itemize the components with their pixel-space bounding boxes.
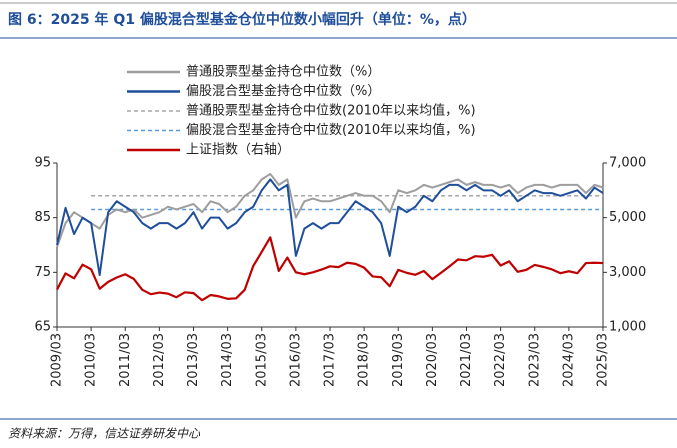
x-tick-label: 2025/03 <box>596 333 611 387</box>
x-tick-label: 2013/03 <box>186 333 201 387</box>
y2-tick-label: 5,000 <box>609 210 646 225</box>
series-line <box>56 178 604 277</box>
x-tick-label: 2024/03 <box>561 333 576 387</box>
legend-label: 普通股票型基金持仓中位数（%） <box>186 64 380 80</box>
series-line <box>56 236 604 302</box>
x-tick-label: 2016/03 <box>288 333 303 387</box>
x-tick-label: 2012/03 <box>152 333 167 387</box>
x-tick-label: 2019/03 <box>391 333 406 387</box>
x-tick-label: 2009/03 <box>50 333 65 387</box>
source: 资料来源：万得，信达证券研发中心 <box>8 427 201 441</box>
y-tick-label: 75 <box>34 265 51 280</box>
y2-tick-label: 3,000 <box>609 265 646 280</box>
legend-label: 上证指数（右轴） <box>186 143 290 158</box>
x-tick-label: 2022/03 <box>493 333 508 387</box>
x-tick-label: 2010/03 <box>84 333 99 387</box>
legend-box <box>122 62 582 162</box>
legend-label: 偏股混合型基金持仓中位数（%） <box>186 83 380 99</box>
x-tick-label: 2020/03 <box>425 333 440 387</box>
x-tick-label: 2014/03 <box>220 333 235 387</box>
x-tick-label: 2021/03 <box>459 333 474 387</box>
x-tick-label: 2023/03 <box>527 333 542 387</box>
legend-label: 普通股票型基金持仓中位数(2010年以来均值，%) <box>186 103 476 119</box>
y2-tick-label: 1,000 <box>609 320 646 335</box>
chart-title: 图 6：2025 年 Q1 偏股混合型基金仓位中位数小幅回升（单位：%，点） <box>8 11 476 28</box>
y-tick-label: 65 <box>34 320 51 335</box>
y2-tick-label: 7,000 <box>609 156 646 171</box>
x-tick-label: 2017/03 <box>323 333 338 387</box>
series-line <box>56 172 604 248</box>
x-tick-label: 2011/03 <box>118 333 133 387</box>
x-tick-label: 2018/03 <box>357 333 372 387</box>
y-tick-label: 95 <box>34 156 51 171</box>
legend-label: 偏股混合型基金持仓中位数(2010年以来均值，%) <box>186 122 476 138</box>
y-tick-label: 85 <box>34 210 51 225</box>
x-tick-label: 2015/03 <box>254 333 269 387</box>
